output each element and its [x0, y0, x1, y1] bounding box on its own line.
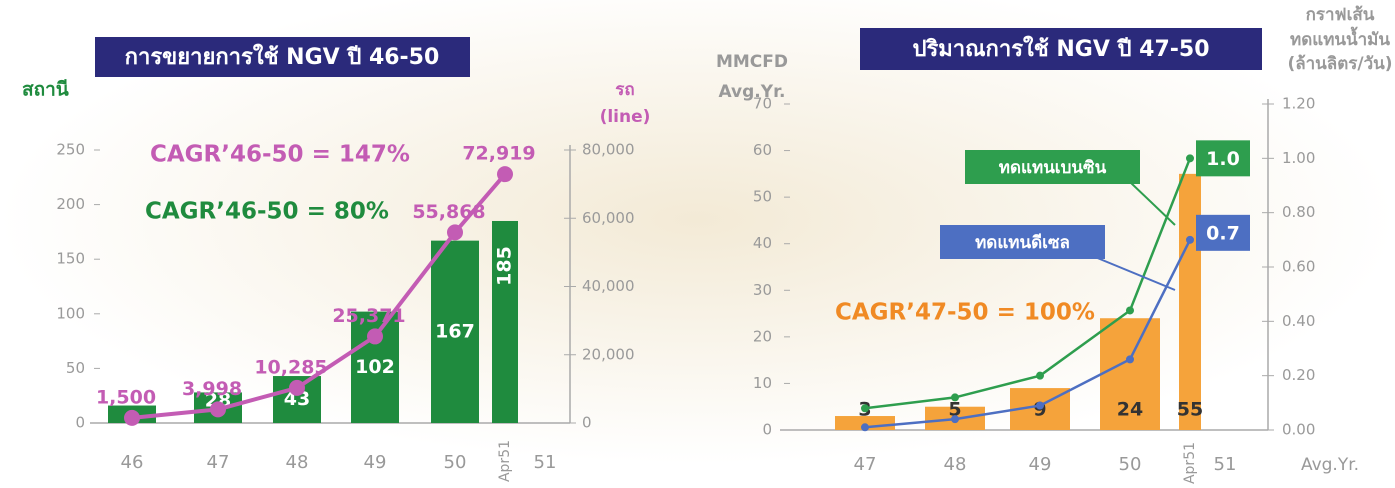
bar-value-label: 167	[435, 320, 475, 342]
y2-tick-label: 0.00	[1282, 421, 1315, 439]
y2-tick-label: 1.20	[1282, 95, 1315, 113]
y2-axis-label: (line)	[600, 107, 651, 127]
line-point	[861, 404, 869, 412]
x-tick-label: Apr51	[497, 440, 513, 482]
y2-axis-label: รถ	[615, 80, 634, 100]
x-tick-label: 50	[444, 452, 467, 473]
y2-tick-label: 0.80	[1282, 203, 1315, 221]
y2-tick-label: 80,000	[582, 141, 635, 159]
y-tick-label: 60	[753, 141, 772, 159]
y-tick-label: 50	[66, 359, 85, 377]
y-axis-label: MMCFD	[716, 52, 788, 72]
y-tick-label: 30	[753, 281, 772, 299]
bar-value-label: 55	[1177, 399, 1203, 421]
y2-tick-label: 40,000	[582, 277, 635, 295]
line-value-label: 25,371	[332, 305, 405, 327]
x-tick-label: 47	[207, 452, 230, 473]
y-axis-label: สถานี	[22, 79, 69, 101]
line-point	[497, 166, 513, 182]
y2-axis-label: (ล้านลิตร/วัน)	[1287, 54, 1392, 74]
y2-axis-label: ทดแทนน้ำมัน	[1290, 26, 1390, 50]
legend-label: ทดแทนดีเซล	[975, 232, 1070, 253]
y2-tick-label: 0.20	[1282, 366, 1315, 384]
chart-title: ปริมาณการใช้ NGV ปี 47-50	[912, 35, 1209, 62]
y-tick-label: 150	[56, 250, 85, 268]
y-tick-label: 20	[753, 327, 772, 345]
line-value-label: 0.7	[1206, 222, 1240, 244]
y-tick-label: 40	[753, 234, 772, 252]
line-point	[861, 423, 869, 431]
y-tick-label: 0	[75, 414, 85, 432]
x-tick-label: 51	[534, 452, 557, 473]
line-point	[1036, 372, 1044, 380]
y2-tick-label: 0.60	[1282, 258, 1315, 276]
line-value-label: 72,919	[462, 143, 535, 165]
line-point	[1186, 154, 1194, 162]
y2-tick-label: 60,000	[582, 209, 635, 227]
y2-tick-label: 1.00	[1282, 149, 1315, 167]
line-point	[1186, 236, 1194, 244]
line-value-label: 1,500	[96, 386, 156, 408]
chart-title: การขยายการใช้ NGV ปี 46-50	[125, 43, 440, 70]
x-tick-label: 47	[854, 454, 877, 475]
line-point	[124, 410, 140, 426]
bar-value-label: 24	[1117, 399, 1143, 421]
bar-value-label: 185	[494, 246, 516, 286]
line-point	[951, 415, 959, 423]
line-value-label: 55,868	[412, 201, 485, 223]
slide: การขยายการใช้ NGV ปี 46-50 สถานี รถ (line) 0…	[0, 0, 1395, 488]
line-point	[951, 393, 959, 401]
line-point	[1036, 402, 1044, 410]
y-tick-label: 250	[56, 141, 85, 159]
y2-axis-label: กราฟเส้น	[1306, 5, 1375, 25]
x-tick-label: 46	[121, 452, 144, 473]
x-tick-label: 51	[1214, 454, 1237, 475]
y-tick-label: 50	[753, 188, 772, 206]
y2-tick-label: 20,000	[582, 345, 635, 363]
bar-value-label: 102	[355, 356, 395, 378]
x-axis-label: Avg.Yr.	[1301, 455, 1359, 475]
line-point	[367, 328, 383, 344]
annotation: CAGR’46-50 = 80%	[145, 199, 389, 225]
x-tick-label: 48	[286, 452, 309, 473]
line-point	[210, 401, 226, 417]
y-tick-label: 200	[56, 195, 85, 213]
line-point	[447, 224, 463, 240]
y-tick-label: 10	[753, 374, 772, 392]
y2-tick-label: 0	[582, 414, 592, 432]
line-value-label: 10,285	[254, 356, 327, 378]
x-tick-label: 48	[944, 454, 967, 475]
annotation: CAGR’46-50 = 147%	[150, 142, 410, 168]
annotation: CAGR’47-50 = 100%	[835, 300, 1095, 326]
line-point	[289, 380, 305, 396]
x-tick-label: 49	[364, 452, 387, 473]
bar	[1179, 174, 1201, 430]
x-tick-label: Apr51	[1182, 442, 1198, 484]
line-value-label: 3,998	[182, 378, 242, 400]
y-tick-label: 100	[56, 304, 85, 322]
line-value-label: 1.0	[1206, 148, 1240, 170]
line-point	[1126, 355, 1134, 363]
line-point	[1126, 306, 1134, 314]
y-tick-label: 0	[762, 421, 772, 439]
x-tick-label: 49	[1029, 454, 1052, 475]
y-tick-label: 70	[753, 95, 772, 113]
y2-tick-label: 0.40	[1282, 312, 1315, 330]
legend-label: ทดแทนเบนซิน	[999, 158, 1107, 178]
x-tick-label: 50	[1119, 454, 1142, 475]
